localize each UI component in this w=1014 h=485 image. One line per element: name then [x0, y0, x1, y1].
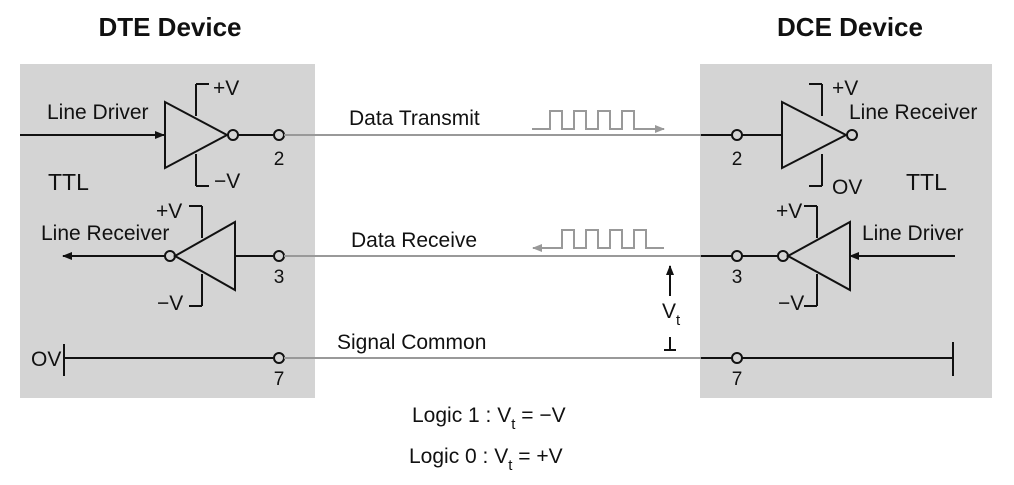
- dce-pin-7: [731, 352, 743, 364]
- dce-pin-3-label: 3: [732, 267, 743, 288]
- dte-receiver-plus-v: +V: [156, 200, 182, 223]
- dce-line-receiver: [701, 83, 858, 187]
- dte-receiver-minus-v: −V: [157, 292, 183, 315]
- dce-line-driver: [701, 205, 955, 307]
- dce-pin-3: [731, 250, 743, 262]
- dce-title: DCE Device: [777, 12, 923, 42]
- dce-pin-2-label: 2: [732, 149, 743, 170]
- data-transmit-label: Data Transmit: [349, 107, 480, 130]
- dce-line-driver-label: Line Driver: [862, 222, 964, 245]
- data-receive-label: Data Receive: [351, 229, 477, 252]
- dte-line-receiver: [62, 205, 273, 307]
- dce-receiver-plus-v: +V: [832, 77, 858, 100]
- transmit-waveform-icon: [532, 110, 665, 133]
- dte-line-driver-label: Line Driver: [47, 101, 149, 124]
- dce-ttl-label: TTL: [906, 169, 947, 195]
- dte-pin-7-label: 7: [274, 369, 285, 390]
- dte-pin-2-label: 2: [274, 149, 285, 170]
- dce-driver-plus-v: +V: [776, 200, 802, 223]
- dte-line-driver: [20, 83, 273, 187]
- signal-common-label: Signal Common: [337, 331, 486, 354]
- vt-label: Vt: [662, 300, 681, 329]
- dce-driver-minus-v: −V: [778, 292, 804, 315]
- dce-line-receiver-label: Line Receiver: [849, 101, 977, 124]
- dte-line-receiver-label: Line Receiver: [41, 222, 169, 245]
- dte-driver-minus-v: −V: [214, 170, 240, 193]
- dte-pin-3-label: 3: [274, 267, 285, 288]
- dte-ttl-label: TTL: [48, 169, 89, 195]
- dte-device-panel: [20, 64, 315, 398]
- dce-receiver-ground: OV: [832, 176, 862, 199]
- dte-driver-plus-v: +V: [213, 77, 239, 100]
- dce-pin-7-label: 7: [732, 369, 743, 390]
- logic-zero-label: Logic 0 : Vt = +V: [409, 445, 563, 474]
- dte-ground-label: OV: [31, 348, 61, 371]
- logic-one-label: Logic 1 : Vt = −V: [412, 404, 566, 433]
- receive-waveform-icon: [532, 229, 664, 252]
- dce-pin-2: [731, 129, 743, 141]
- dte-title: DTE Device: [98, 12, 241, 42]
- dce-device-panel: [700, 64, 992, 398]
